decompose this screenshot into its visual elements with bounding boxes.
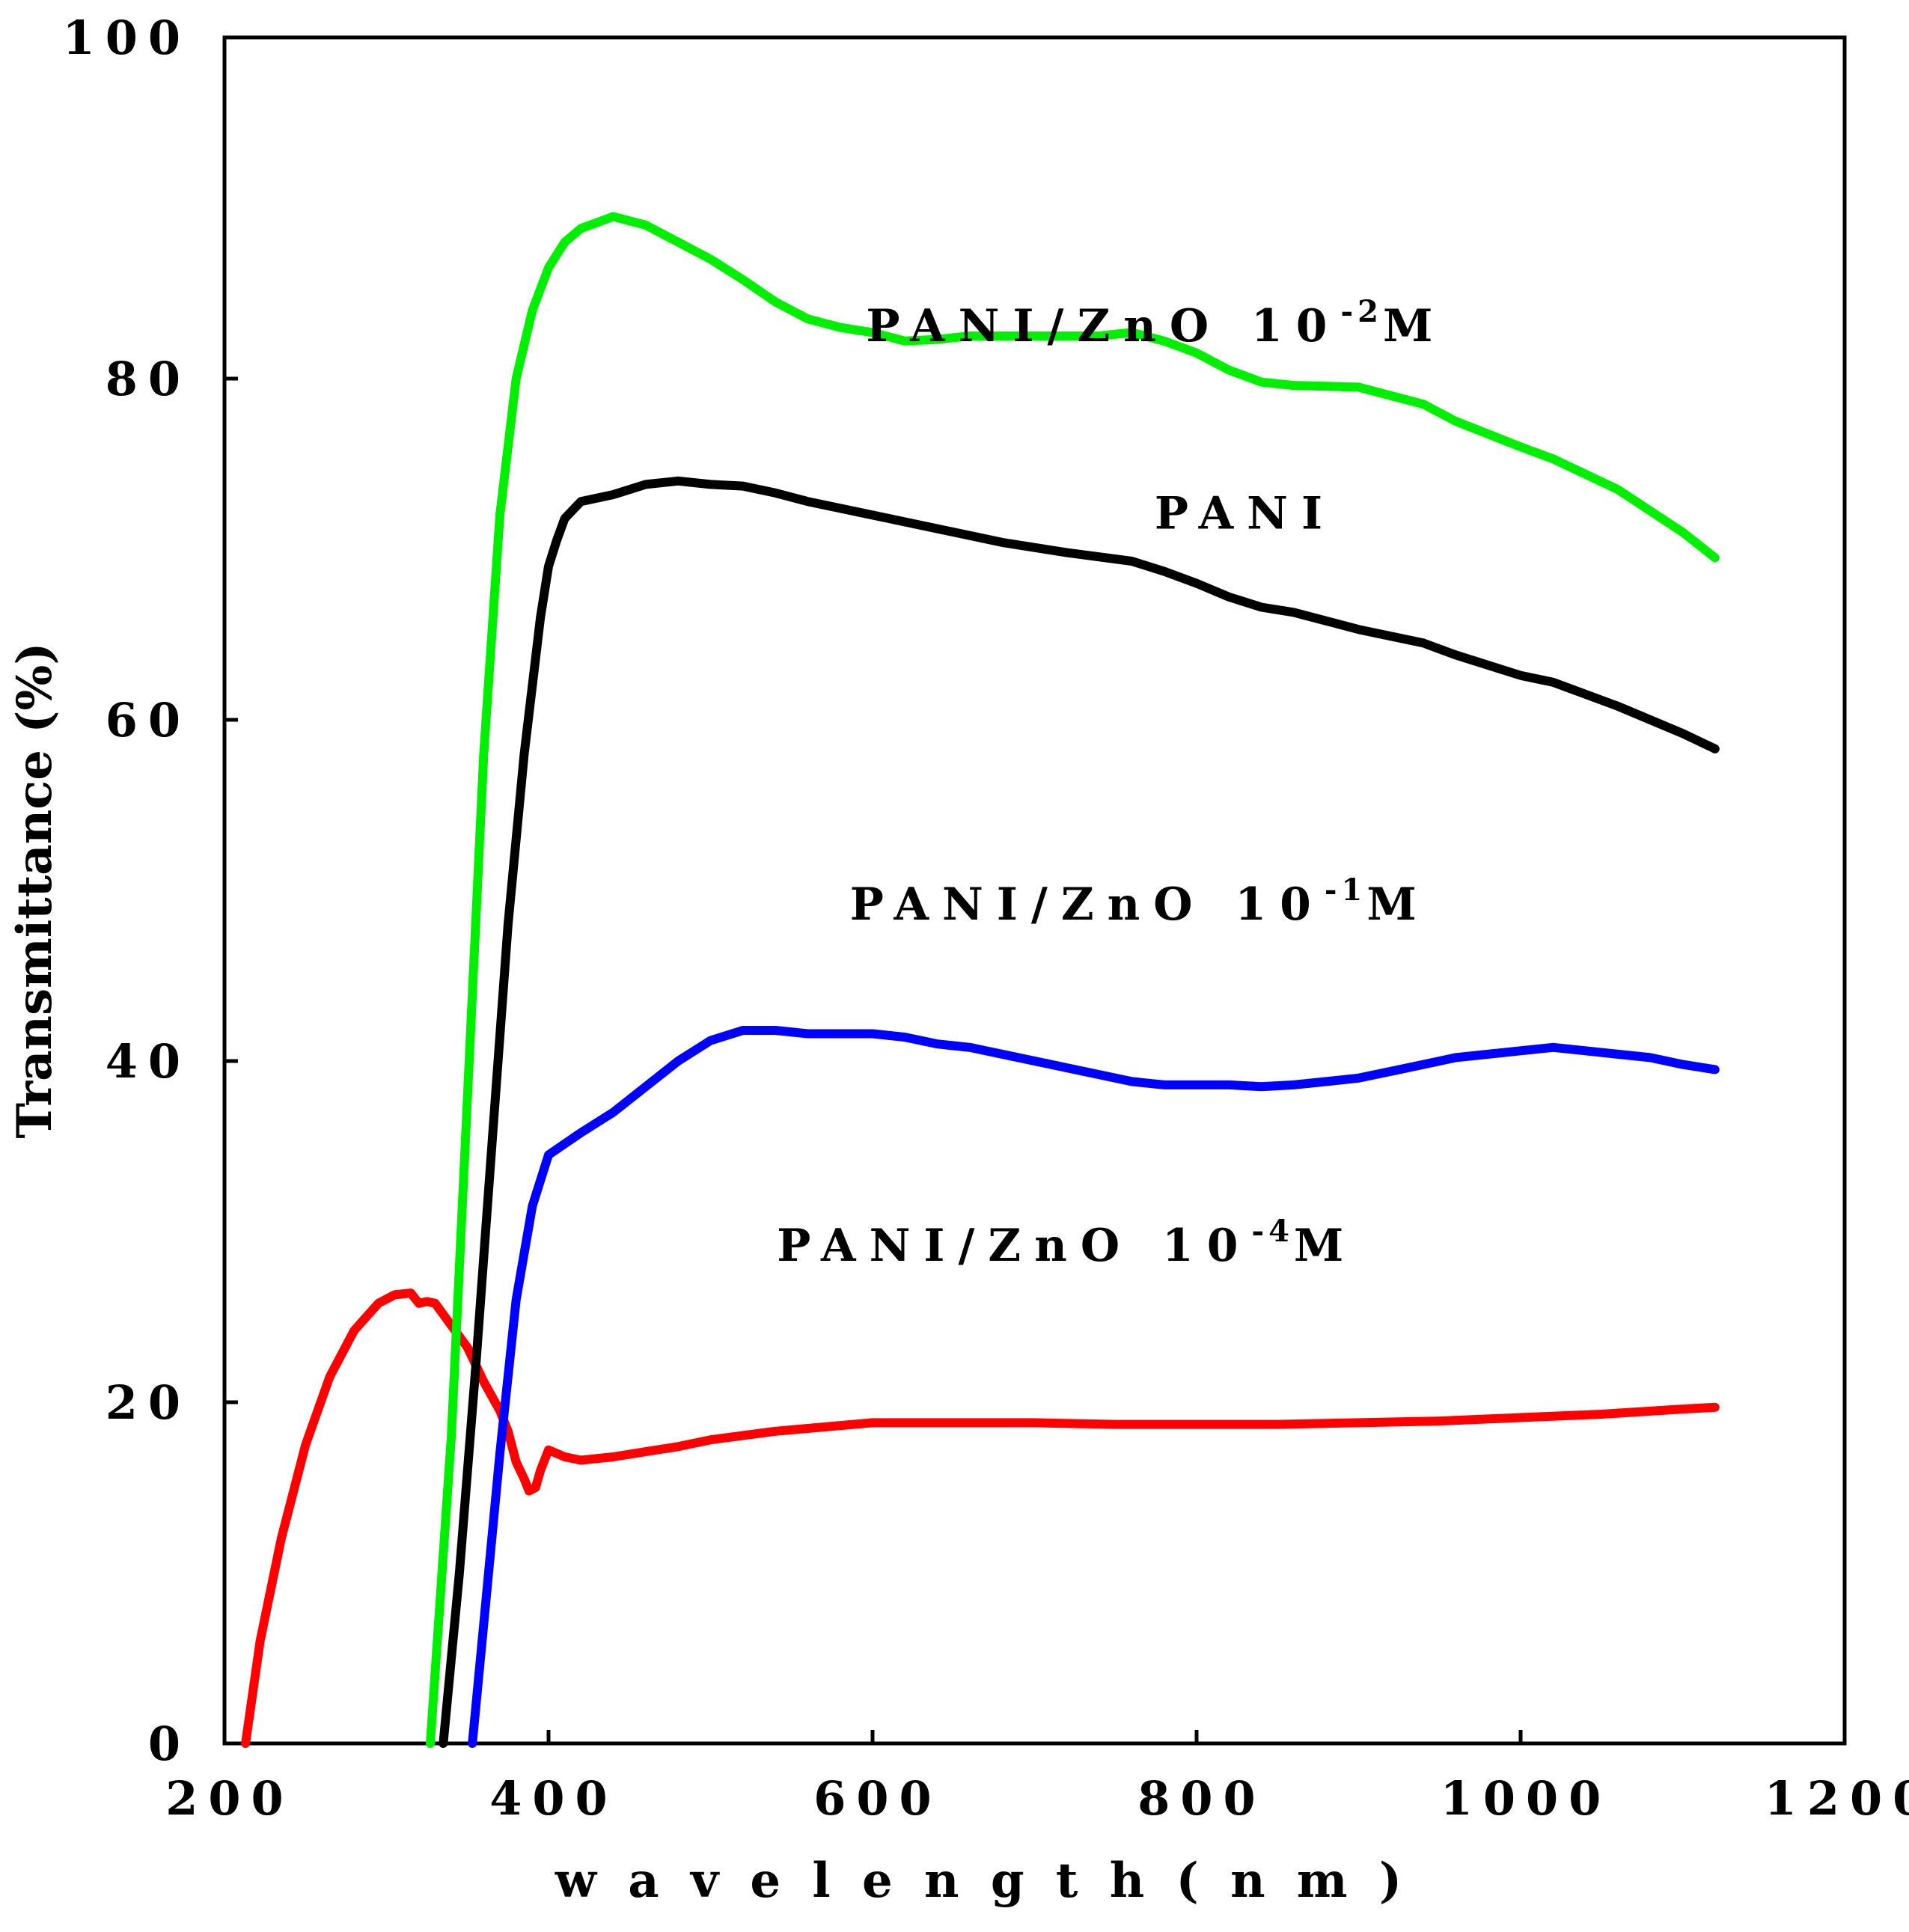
y-tick-label: 80 bbox=[106, 352, 191, 406]
x-axis-ticks: 200 400 600 800 1000 1200 bbox=[165, 1730, 1909, 1826]
series-line-3 bbox=[241, 1288, 1720, 1748]
y-tick-label: 20 bbox=[106, 1375, 191, 1430]
series-label-0: PANI/ZnO 10-2M bbox=[866, 294, 1446, 352]
y-tick-label: 40 bbox=[106, 1034, 191, 1089]
series-line-2 bbox=[468, 1026, 1720, 1748]
plot-area-frame bbox=[222, 35, 1847, 1746]
x-tick-label: 600 bbox=[813, 1771, 941, 1826]
series-annotations: PANI/ZnO 10-2M PANI PANI/ZnO 10-1M PANI/ZnO… bbox=[777, 294, 1446, 1272]
data-series bbox=[241, 212, 1720, 1748]
y-tick-label: 0 bbox=[148, 1717, 191, 1771]
y-tick-label: 60 bbox=[106, 693, 191, 748]
series-label-2: PANI/ZnO 10-1M bbox=[850, 872, 1430, 931]
series-line-0 bbox=[426, 212, 1720, 1748]
y-axis-label: Transmittance (%) bbox=[7, 642, 63, 1138]
series-line-1 bbox=[439, 476, 1720, 1748]
x-tick-label: 400 bbox=[489, 1771, 617, 1826]
x-tick-label: 800 bbox=[1137, 1771, 1265, 1826]
y-tick-label: 100 bbox=[63, 10, 191, 65]
y-axis-ticks: 0 20 40 60 80 100 bbox=[63, 10, 238, 1771]
x-tick-label: 1200 bbox=[1765, 1771, 1909, 1826]
series-label-3: PANI/ZnO 10-4M bbox=[777, 1214, 1357, 1272]
x-tick-label: 1000 bbox=[1441, 1771, 1612, 1826]
x-axis-label: w a v e l e n g t h ( n m ) bbox=[555, 1853, 1409, 1909]
x-tick-label: 200 bbox=[165, 1771, 293, 1826]
series-label-1: PANI bbox=[1155, 488, 1336, 540]
